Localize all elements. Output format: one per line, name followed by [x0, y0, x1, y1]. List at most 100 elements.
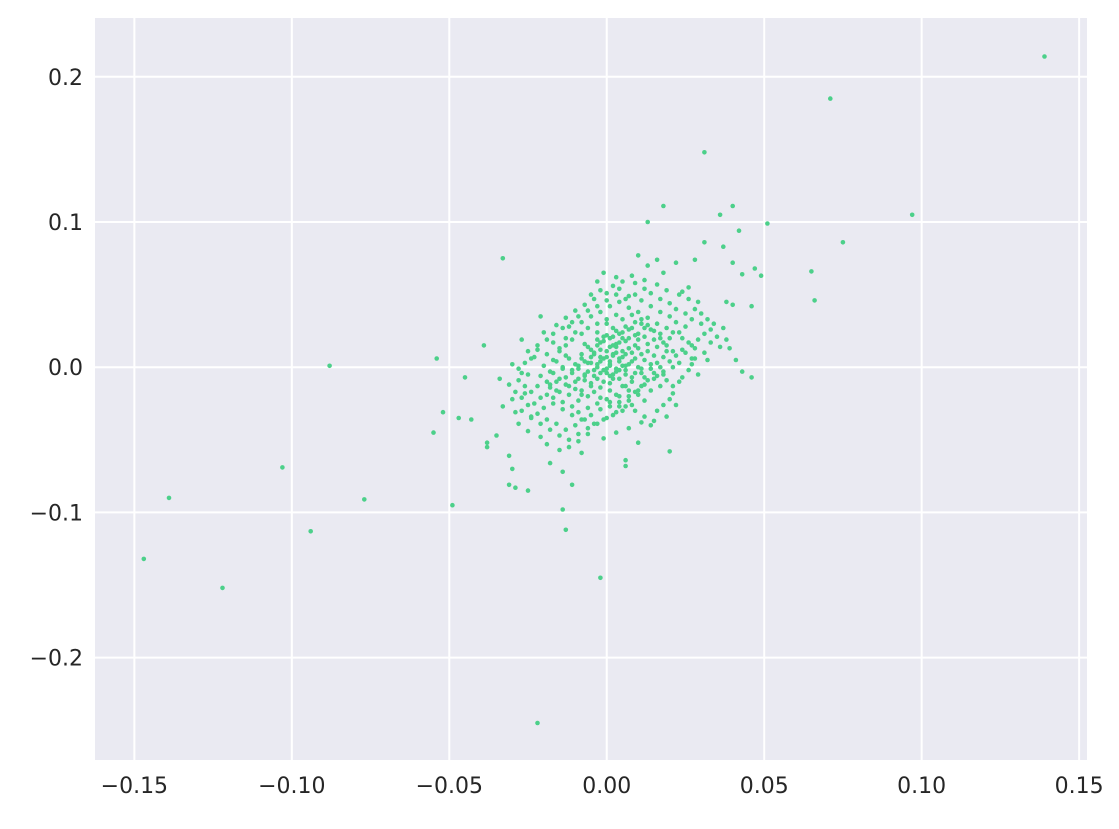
scatter-point — [579, 351, 584, 357]
scatter-point — [544, 351, 550, 357]
scatter-point — [591, 296, 597, 302]
scatter-point — [591, 367, 597, 373]
scatter-point — [598, 309, 603, 315]
scatter-point — [532, 354, 537, 360]
scatter-point — [613, 430, 619, 435]
scatter-point — [141, 556, 147, 562]
scatter-point — [560, 325, 565, 331]
scatter-point — [708, 340, 713, 345]
scatter-point — [724, 299, 729, 305]
scatter-point — [595, 376, 600, 382]
scatter-point — [598, 575, 603, 581]
scatter-point — [604, 348, 609, 354]
scatter-point — [626, 398, 632, 403]
scatter-point — [730, 203, 735, 209]
scatter-point — [450, 502, 455, 508]
scatter-point — [563, 343, 569, 348]
scatter-point — [651, 418, 657, 424]
scatter-point — [629, 312, 635, 318]
scatter-point — [535, 720, 540, 726]
scatter-point — [645, 378, 650, 383]
scatter-point — [683, 311, 688, 316]
scatter-point — [525, 428, 531, 434]
scatter-point — [528, 415, 534, 421]
scatter-point — [613, 274, 619, 280]
scatter-point — [604, 317, 609, 322]
scatter-point — [673, 402, 679, 408]
scatter-point — [598, 395, 603, 401]
scatter-point — [617, 394, 622, 399]
scatter-point — [635, 253, 641, 258]
scatter-point — [598, 354, 603, 360]
scatter-point — [658, 335, 663, 341]
scatter-point — [585, 369, 591, 374]
scatter-point — [607, 373, 613, 379]
scatter-point — [576, 409, 581, 415]
scatter-point — [607, 380, 613, 386]
scatter-point — [513, 389, 518, 395]
scatter-point — [654, 257, 660, 263]
scatter-point — [909, 212, 915, 218]
scatter-point — [809, 269, 814, 274]
scatter-point — [680, 347, 685, 353]
scatter-point — [670, 348, 676, 354]
scatter-point — [431, 430, 436, 435]
scatter-point — [604, 298, 609, 303]
x-tick-label: 0.05 — [740, 774, 789, 799]
scatter-point — [532, 401, 537, 406]
scatter-point — [661, 203, 666, 209]
scatter-point — [166, 495, 172, 501]
scatter-point — [673, 319, 679, 325]
scatter-point — [547, 382, 553, 387]
scatter-point — [601, 379, 606, 385]
scatter-point — [664, 378, 669, 383]
scatter-point — [516, 378, 521, 383]
scatter-point — [585, 405, 591, 411]
scatter-point — [595, 321, 600, 327]
scatter-point — [758, 273, 764, 279]
scatter-point — [566, 356, 572, 361]
scatter-point — [670, 330, 676, 335]
scatter-points — [141, 54, 1047, 726]
scatter-point — [560, 407, 565, 412]
scatter-point — [516, 366, 521, 372]
scatter-point — [566, 437, 572, 443]
scatter-point — [510, 396, 515, 402]
scatter-point — [639, 321, 644, 327]
scatter-point — [598, 340, 603, 345]
scatter-point — [645, 263, 650, 268]
x-tick-labels: −0.15 −0.10 −0.05 0.00 0.05 0.10 0.15 — [101, 774, 1104, 799]
scatter-point — [635, 346, 641, 351]
scatter-point — [626, 362, 632, 367]
scatter-point — [591, 421, 597, 427]
scatter-point — [689, 317, 695, 322]
scatter-point — [579, 356, 584, 361]
scatter-point — [702, 150, 707, 155]
scatter-point — [673, 260, 679, 266]
scatter-point — [604, 415, 609, 421]
scatter-point — [280, 465, 285, 470]
scatter-point — [516, 421, 521, 427]
scatter-point — [749, 303, 754, 309]
scatter-point — [667, 359, 672, 364]
scatter-point — [620, 335, 625, 341]
scatter-point — [667, 449, 672, 454]
scatter-point — [582, 341, 587, 347]
scatter-point — [569, 404, 575, 409]
scatter-point — [698, 321, 704, 327]
scatter-point — [721, 325, 726, 331]
scatter-point — [588, 412, 594, 418]
scatter-point — [576, 314, 581, 319]
scatter-point — [629, 359, 635, 364]
scatter-point — [623, 372, 628, 377]
scatter-point — [680, 375, 685, 380]
scatter-point — [629, 379, 635, 385]
scatter-point — [739, 369, 745, 374]
scatter-point — [595, 279, 600, 284]
scatter-point — [705, 317, 710, 322]
scatter-point — [658, 296, 663, 302]
scatter-point — [626, 305, 632, 311]
scatter-point — [610, 351, 616, 357]
scatter-point — [560, 507, 565, 512]
scatter-point — [840, 240, 846, 245]
